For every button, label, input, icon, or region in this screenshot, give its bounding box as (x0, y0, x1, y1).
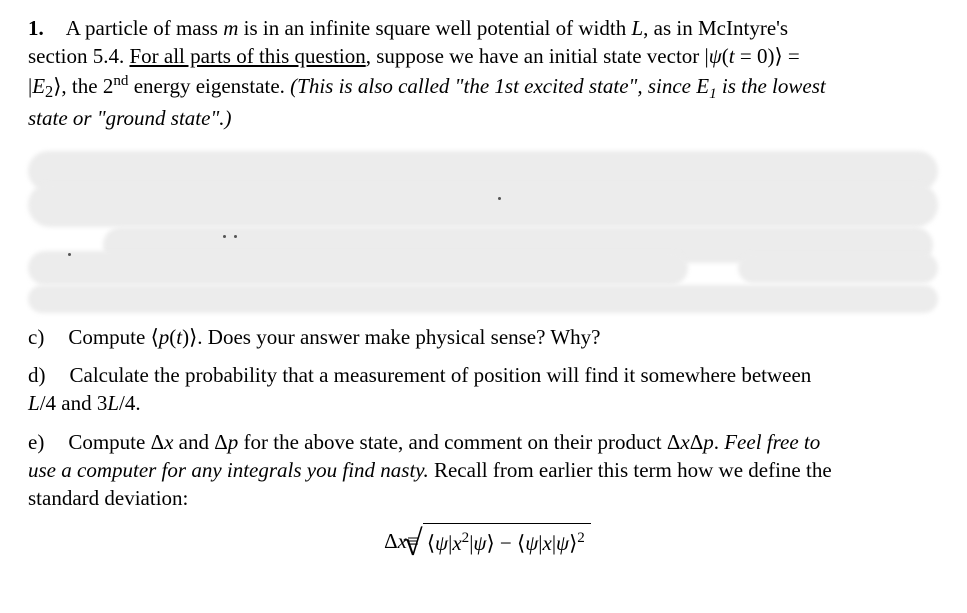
p-sym-e: p (228, 430, 239, 454)
part-e-tail2: standard deviation: (28, 486, 188, 510)
intro-text-1a: A particle of mass (66, 16, 223, 40)
part-d-text-c: /4 and 3 (40, 391, 108, 415)
question-number: 1. (28, 16, 44, 40)
L-sym-1: L (28, 391, 40, 415)
part-e-italic-1: Feel free to (724, 430, 820, 454)
psi-4: ψ (556, 531, 569, 555)
E-symbol: E (32, 74, 45, 98)
radicand: ⟨ψ|x2|ψ⟩ − ⟨ψ|x|ψ⟩2 (423, 523, 591, 559)
intro-text-1c: , as in McIntyre's (643, 16, 788, 40)
page: 1. A particle of mass m is in an infinite… (0, 0, 967, 613)
p-sym-e2: p (703, 430, 714, 454)
psi-3: ψ (525, 531, 538, 555)
part-e-italic-2: use a computer for any integrals you fin… (28, 458, 429, 482)
part-e: e)Compute Δx and Δp for the above state,… (28, 428, 947, 513)
x-op-2: x (542, 531, 551, 555)
intro-text-2d: = 0)⟩ = (735, 44, 800, 68)
width-symbol: L (631, 16, 643, 40)
problem-intro: 1. A particle of mass m is in an infinite… (28, 14, 947, 133)
psi-symbol: ψ (709, 44, 722, 68)
E-subscript: 2 (45, 82, 53, 101)
std-dev-formula: Δx ≡ √ ⟨ψ|x2|ψ⟩ − ⟨ψ|x|ψ⟩2 (28, 523, 947, 559)
smudge-stroke (738, 253, 938, 283)
part-e-tail: Recall from earlier this term how we def… (429, 458, 832, 482)
p-symbol: p (159, 325, 170, 349)
sqrt-wrap: √ ⟨ψ|x2|ψ⟩ − ⟨ψ|x|ψ⟩2 (423, 523, 591, 559)
intro-italic-b: is the lowest (717, 74, 826, 98)
intro-text-3b: ⟩, the 2 (53, 74, 113, 98)
intro-text-1b: is in an infinite square well potential … (238, 16, 631, 40)
speck (498, 197, 501, 200)
speck (68, 253, 71, 256)
intro-text-3c: energy eigenstate. (128, 74, 290, 98)
radical-symbol: √ (403, 525, 423, 561)
intro-italic-line2: state or "ground state".) (28, 106, 232, 130)
eigenstate-ket: |E2⟩, the 2nd energy eigenstate. (28, 74, 290, 98)
formula-inline: Δx ≡ √ ⟨ψ|x2|ψ⟩ − ⟨ψ|x|ψ⟩2 (384, 523, 591, 559)
mass-symbol: m (223, 16, 238, 40)
part-e-text-b: and Δ (173, 430, 227, 454)
intro-italic-sub: 1 (709, 86, 717, 102)
part-c-text-a: Compute ⟨ (68, 325, 158, 349)
intro-underlined: For all parts of this question (129, 44, 365, 68)
part-e-text-a: Compute Δ (68, 430, 164, 454)
smudge-stroke (28, 183, 938, 227)
outer-sq: 2 (577, 530, 585, 546)
intro-italic-a: (This is also called "the 1st excited st… (290, 74, 709, 98)
minus: − (495, 531, 517, 555)
intro-text-2b: , suppose we have an initial state vecto… (366, 44, 709, 68)
part-d-text-e: /4. (119, 391, 141, 415)
part-e-text-d: Δ (690, 430, 704, 454)
intro-text-2a: section 5.4. (28, 44, 129, 68)
speck (234, 235, 237, 238)
smudge-stroke (28, 285, 938, 313)
part-e-label: e) (28, 430, 44, 454)
erased-region (28, 139, 947, 315)
nd-superscript: nd (113, 73, 128, 89)
smudge-stroke (28, 251, 688, 285)
psi-2: ψ (473, 531, 486, 555)
part-c-label: c) (28, 325, 44, 349)
x-op: x (452, 531, 461, 555)
L-sym-2: L (107, 391, 119, 415)
psi-1: ψ (435, 531, 448, 555)
part-c: c)Compute ⟨p(t)⟩. Does your answer make … (28, 323, 947, 351)
ket-1: ⟩ (486, 531, 494, 555)
speck (223, 235, 226, 238)
part-d: d) Calculate the probability that a measu… (28, 361, 947, 418)
part-e-text-e: . (714, 430, 725, 454)
bra-1: ⟨ (427, 531, 435, 555)
part-c-text-c: )⟩. Does your answer make physical sense… (182, 325, 600, 349)
part-d-label: d) (28, 363, 46, 387)
x-sym-e2: x (680, 430, 689, 454)
part-d-text-a: Calculate the probability that a measure… (70, 363, 812, 387)
bra-2: ⟨ (517, 531, 525, 555)
intro-text-2c: ( (722, 44, 729, 68)
part-e-text-c: for the above state, and comment on thei… (238, 430, 680, 454)
lhs-delta: Δ (384, 527, 398, 555)
